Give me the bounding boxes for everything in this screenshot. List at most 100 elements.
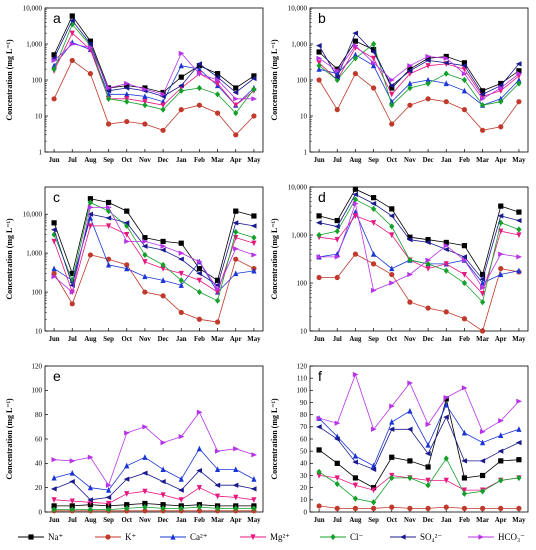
data-point — [178, 505, 184, 512]
x-tick-label: Apr — [230, 157, 242, 164]
x-tick-label: Dec — [423, 157, 434, 164]
y-tick-label: 10 — [300, 496, 308, 504]
series-line — [53, 19, 255, 97]
plot-frame — [309, 365, 529, 513]
data-point — [497, 448, 504, 454]
data-point — [178, 107, 184, 113]
data-point — [178, 240, 184, 246]
data-point — [178, 282, 184, 288]
x-tick-label: May — [247, 157, 261, 164]
data-point — [461, 63, 468, 69]
data-point — [51, 503, 57, 509]
data-point — [479, 276, 486, 282]
data-point — [479, 328, 486, 334]
data-point — [87, 454, 94, 460]
data-point — [407, 407, 413, 414]
x-tick-label: Feb — [194, 517, 205, 524]
data-point — [461, 429, 468, 436]
data-point — [233, 446, 239, 452]
data-point — [443, 414, 449, 420]
data-point — [461, 475, 468, 481]
data-point — [142, 93, 148, 100]
data-point — [461, 254, 468, 260]
data-point — [87, 506, 94, 513]
x-tick-label: Sep — [103, 517, 114, 524]
data-point — [69, 503, 75, 509]
y-tick-label: 90 — [300, 399, 308, 407]
data-point — [370, 195, 377, 201]
series-line — [318, 40, 520, 92]
data-point — [498, 98, 504, 105]
data-point — [498, 477, 504, 484]
series — [315, 191, 522, 282]
data-point — [443, 99, 449, 105]
data-point — [516, 254, 523, 260]
data-point — [105, 215, 112, 221]
series-line — [54, 506, 254, 511]
series-line — [318, 32, 520, 95]
data-point — [407, 380, 414, 386]
data-point — [424, 57, 431, 64]
data-point — [124, 80, 130, 87]
series — [316, 251, 522, 334]
data-point — [51, 497, 57, 503]
data-point — [316, 77, 322, 83]
series — [315, 414, 522, 473]
panel-letter: a — [53, 10, 61, 26]
data-point — [178, 497, 184, 503]
data-point — [388, 426, 395, 432]
x-tick-label: Oct — [386, 517, 397, 524]
data-point — [389, 223, 395, 230]
data-point — [196, 316, 203, 322]
legend-label: K⁺ — [125, 532, 136, 542]
y-axis-label: Concentration (mg L⁻¹) — [270, 39, 279, 121]
x-tick-label: Jul — [333, 517, 342, 524]
data-point — [196, 485, 203, 491]
x-tick-label: Jan — [441, 517, 452, 524]
x-tick-label: Oct — [386, 336, 397, 343]
data-point — [443, 504, 449, 510]
data-point — [251, 86, 257, 93]
x-tick-label: Aug — [84, 336, 97, 343]
series — [315, 30, 522, 97]
data-point — [251, 497, 257, 503]
data-point — [178, 87, 184, 94]
x-tick-label: Aug — [349, 517, 362, 524]
data-point — [196, 102, 203, 108]
y-tick-label: 20 — [35, 484, 43, 492]
data-point — [516, 398, 523, 404]
data-point — [251, 476, 257, 482]
series — [51, 409, 258, 488]
data-point — [479, 279, 486, 286]
y-axis-label: Concentration (mg L⁻¹) — [5, 218, 14, 300]
data-point — [69, 21, 75, 28]
data-point — [51, 220, 57, 226]
data-point — [87, 38, 94, 44]
data-point — [406, 68, 413, 74]
x-tick-label: Jan — [176, 157, 187, 164]
data-point — [479, 505, 486, 511]
data-point — [178, 476, 184, 482]
series — [316, 208, 522, 286]
data-point — [498, 80, 504, 87]
series-line — [319, 505, 519, 509]
x-tick-label: Sep — [103, 157, 114, 164]
data-point — [251, 234, 257, 241]
x-tick-label: Jun — [49, 157, 60, 164]
series — [316, 43, 523, 102]
data-point — [516, 474, 522, 482]
data-point — [160, 238, 166, 245]
x-tick-label: Sep — [368, 336, 379, 343]
data-point — [388, 213, 395, 219]
x-tick-label: May — [247, 517, 261, 524]
legend-marker — [330, 533, 336, 541]
data-point — [498, 85, 504, 91]
data-point — [316, 55, 323, 61]
data-point — [516, 426, 522, 432]
series-line — [53, 254, 255, 323]
data-point — [214, 297, 221, 304]
data-point — [250, 486, 257, 492]
data-point — [370, 251, 377, 257]
y-tick-label: 40 — [35, 460, 43, 468]
data-point — [142, 86, 149, 92]
